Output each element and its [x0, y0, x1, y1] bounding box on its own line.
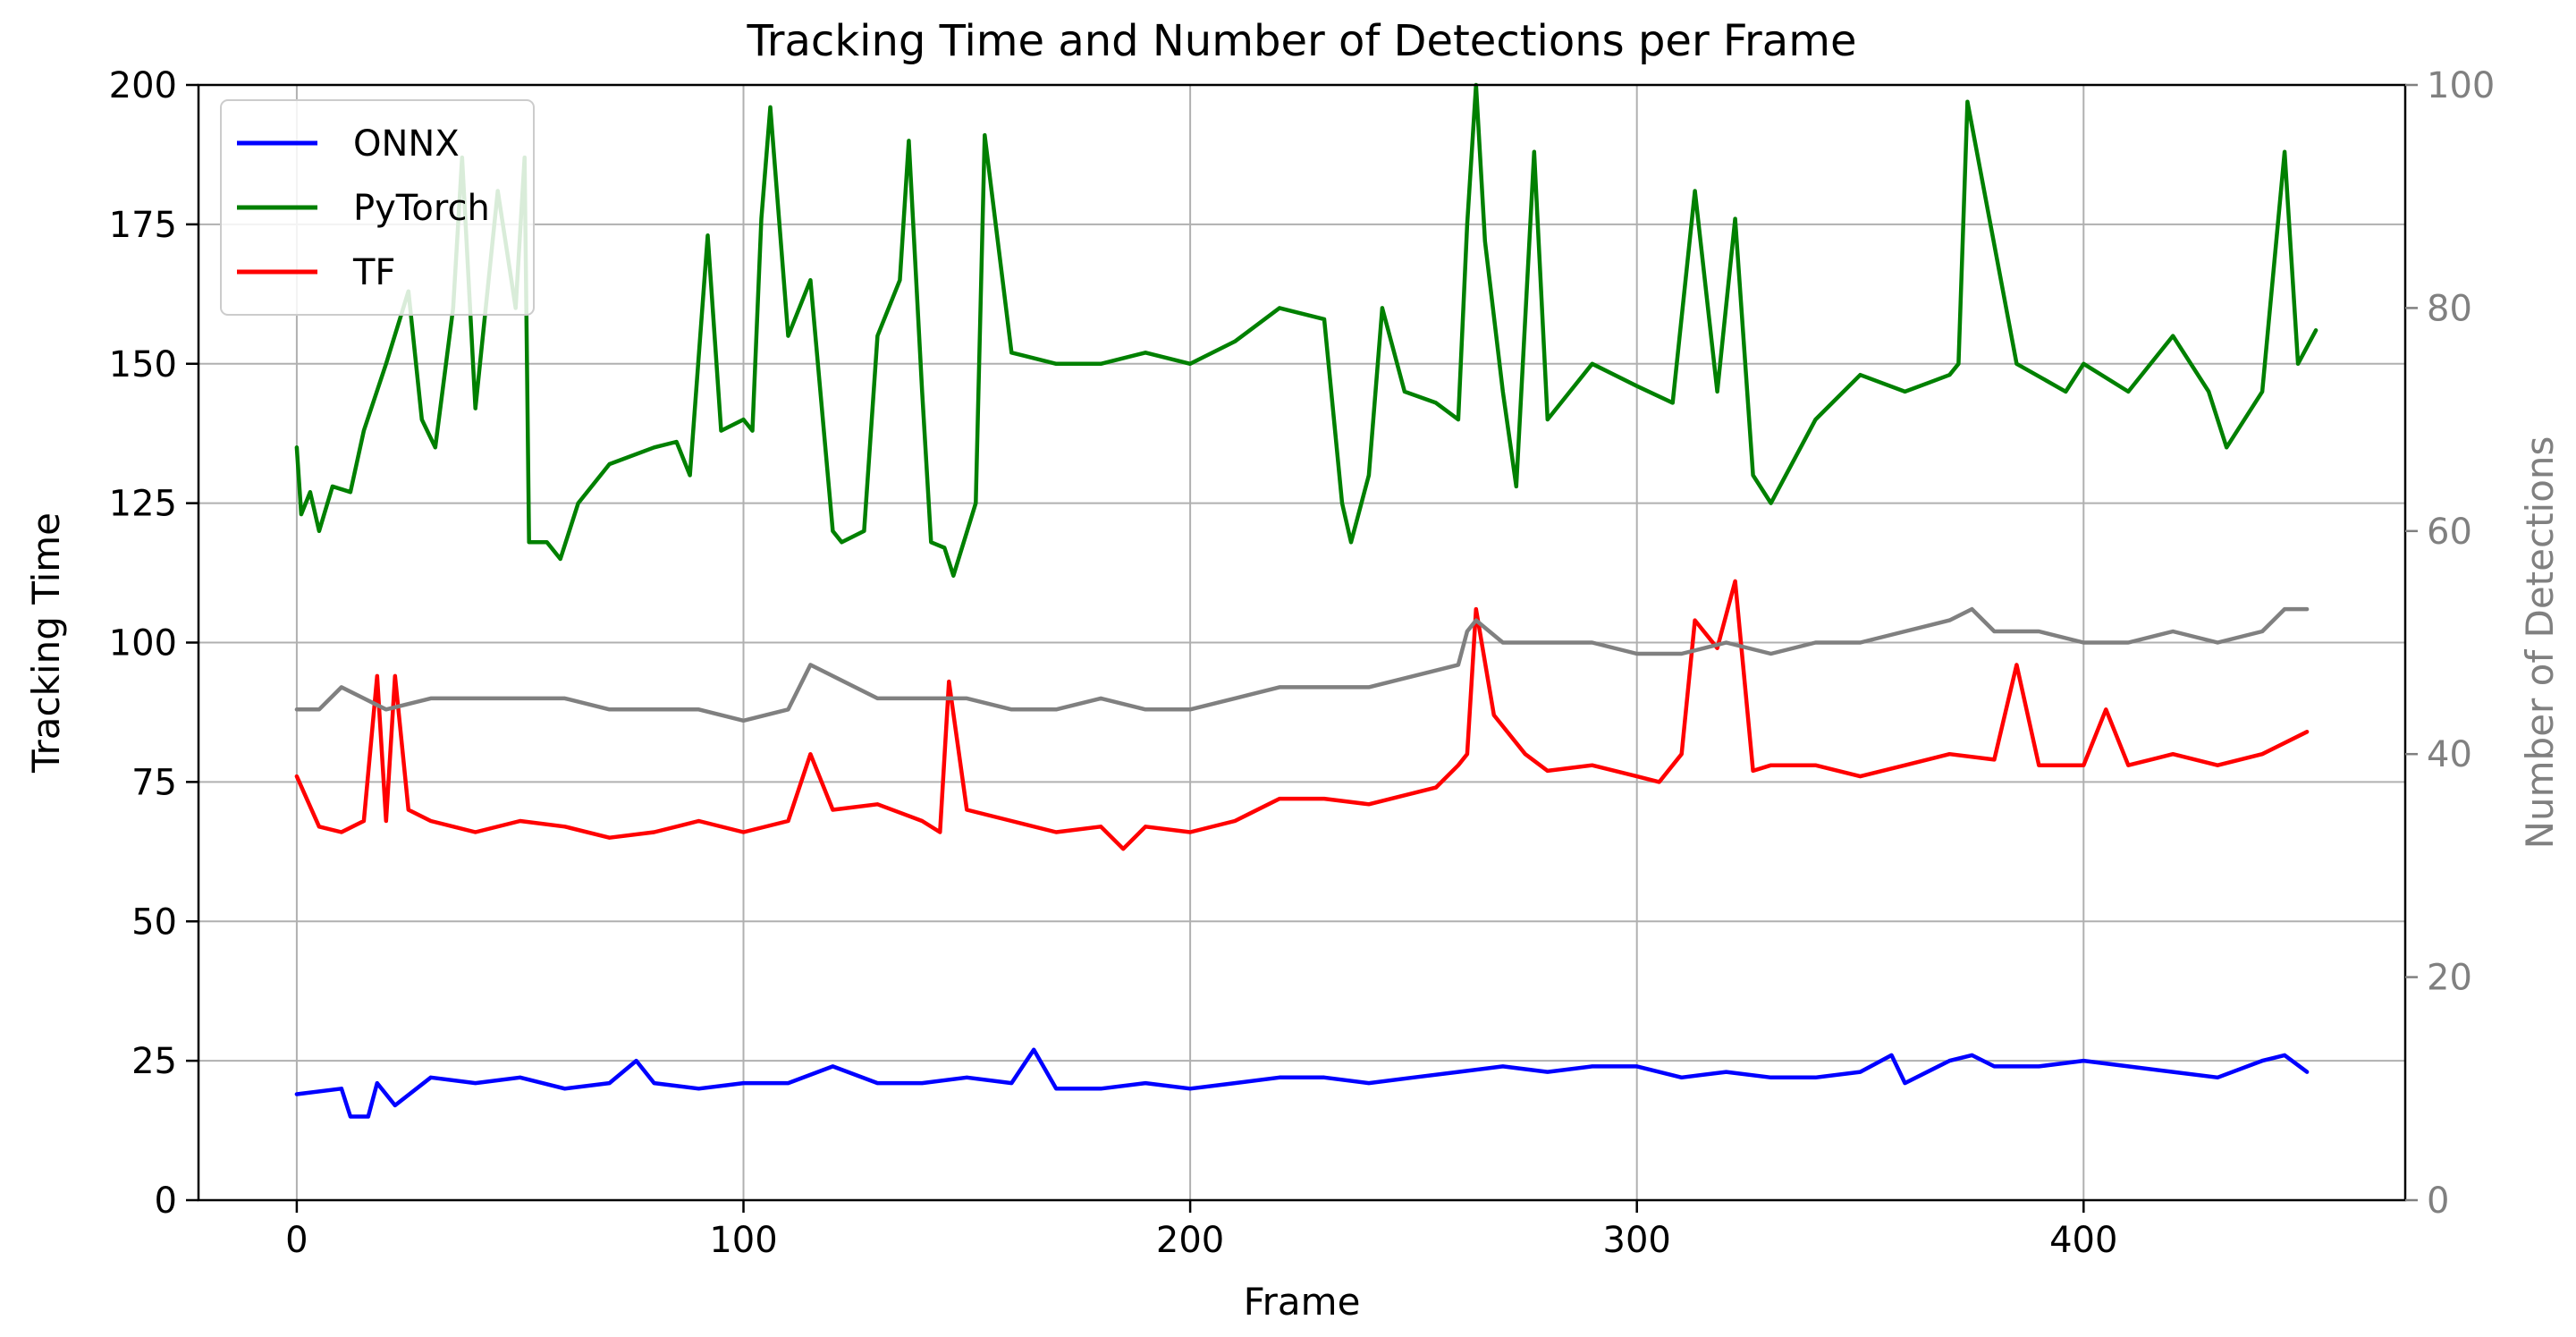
axes-layer: 0 100 200 300 400 0 25 50 75 100 125 150 175 200 0 20 40… [109, 65, 2496, 1261]
y-tick-label: 125 [109, 484, 177, 525]
y-tick-label: 150 [109, 344, 177, 385]
series-layer [294, 82, 2318, 1119]
y2-tick-label: 100 [2427, 65, 2495, 106]
y2-tick-label: 80 [2427, 288, 2472, 329]
series-line-onnx [294, 1047, 2310, 1119]
y2-axis-label: Number of Detections [2518, 436, 2562, 850]
legend: ONNX PyTorch TF [220, 99, 535, 316]
y-tick-label: 75 [131, 762, 177, 803]
series-line-tf [294, 579, 2310, 851]
y-tick-label: 200 [109, 65, 177, 106]
x-tick-label: 400 [2049, 1220, 2117, 1261]
y2-tick-label: 0 [2427, 1180, 2449, 1222]
legend-label-onnx: ONNX [353, 123, 460, 165]
y-tick-label: 175 [109, 205, 177, 246]
y-tick-label: 25 [131, 1041, 177, 1082]
y2-tick-label: 20 [2427, 958, 2472, 999]
y2-tick-label: 60 [2427, 512, 2472, 553]
legend-label-pytorch: PyTorch [353, 188, 490, 229]
x-tick-label: 100 [709, 1220, 777, 1261]
x-tick-label: 300 [1603, 1220, 1671, 1261]
legend-box [220, 99, 535, 316]
series-line-detections [294, 606, 2310, 724]
y2-tick-label: 40 [2427, 734, 2472, 775]
legend-label-tf: TF [352, 252, 395, 293]
y-axis-label: Tracking Time [24, 512, 68, 774]
y-tick-label: 0 [155, 1180, 177, 1222]
x-tick-label: 0 [285, 1220, 308, 1261]
x-axis-label: Frame [1244, 1280, 1361, 1324]
series-line-pytorch [294, 82, 2318, 578]
chart-title: Tracking Time and Number of Detections p… [747, 16, 1857, 66]
x-tick-label: 200 [1156, 1220, 1224, 1261]
y-tick-label: 100 [109, 623, 177, 664]
y-tick-label: 50 [131, 901, 177, 943]
